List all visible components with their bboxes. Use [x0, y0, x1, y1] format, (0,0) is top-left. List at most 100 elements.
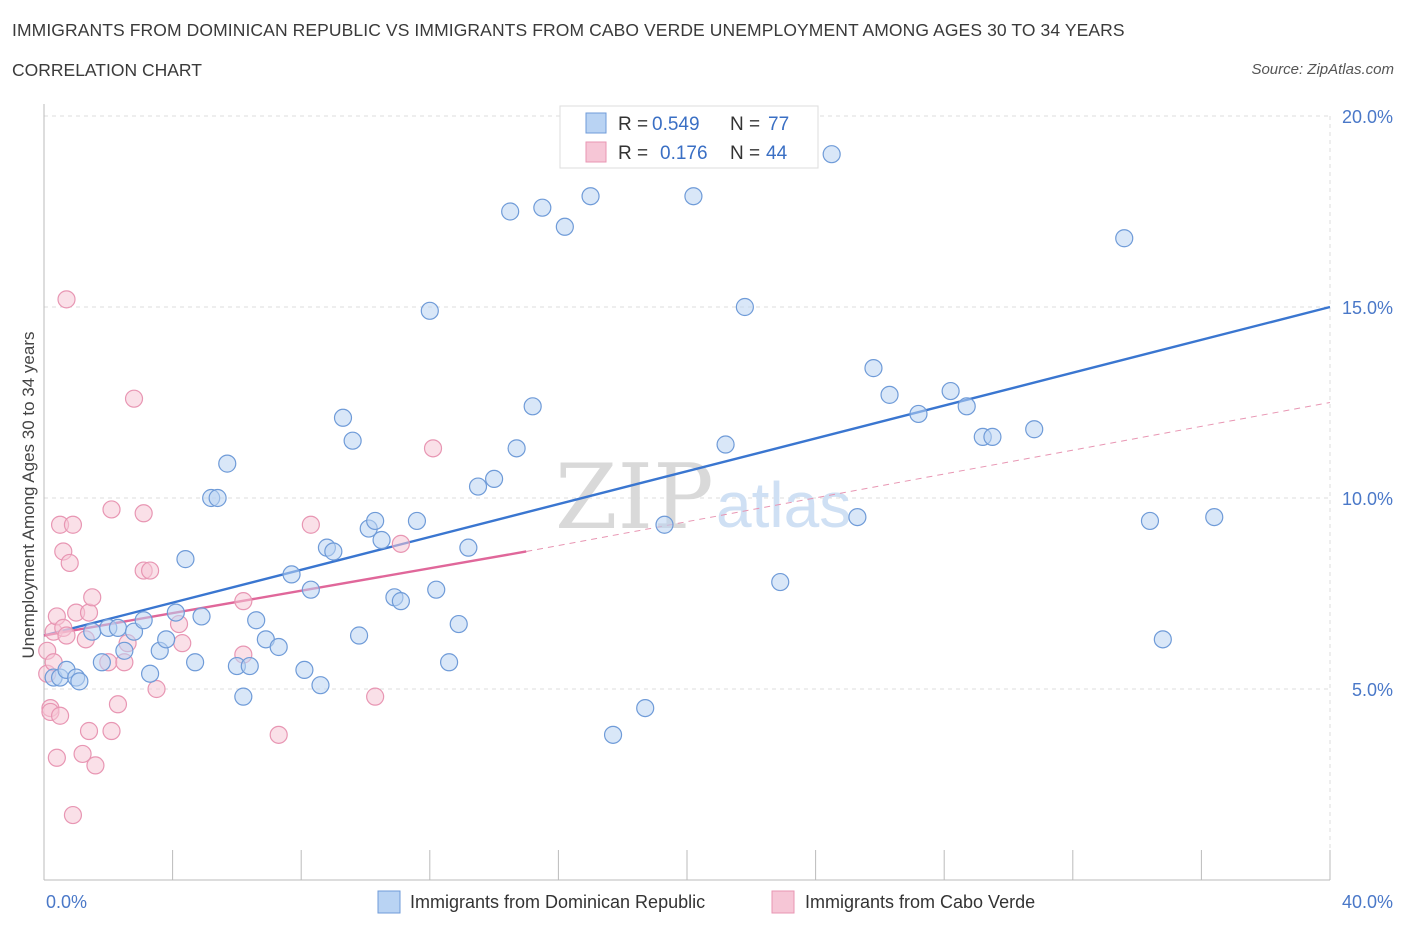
point-dominican-republic	[349, 626, 369, 645]
point-dominican-republic	[501, 202, 520, 221]
y-tick-label: 15.0%	[1342, 298, 1393, 318]
point-dominican-republic	[108, 618, 128, 637]
point-dominican-republic	[449, 614, 468, 634]
series-legend: Immigrants from Dominican Republic Immig…	[377, 890, 1035, 914]
legend-r-value-blue: 0.549	[652, 114, 700, 135]
point-dominican-republic	[234, 687, 253, 706]
stats-legend: R = 0.549 N = 77 R = 0.176 N = 44	[559, 105, 819, 169]
point-dominican-republic	[880, 385, 899, 404]
point-cabo-verde	[366, 687, 385, 706]
point-dominican-republic	[684, 187, 703, 206]
point-dominican-republic	[555, 217, 574, 236]
point-dominican-republic	[186, 653, 205, 672]
watermark-atlas: atlas	[716, 469, 851, 541]
point-cabo-verde	[423, 439, 443, 458]
series-legend-swatch-blue	[377, 890, 401, 914]
point-dominican-republic	[459, 538, 478, 557]
point-dominican-republic	[324, 542, 343, 561]
series-legend-label-blue: Immigrants from Dominican Republic	[410, 892, 705, 912]
point-dominican-republic	[366, 511, 385, 531]
point-dominican-republic	[909, 404, 928, 424]
point-dominican-republic	[115, 641, 134, 660]
data-points	[38, 145, 1224, 825]
point-dominican-republic	[533, 198, 552, 217]
point-cabo-verde	[108, 695, 128, 714]
point-cabo-verde	[60, 553, 79, 573]
point-cabo-verde	[124, 389, 144, 408]
point-cabo-verde	[147, 679, 166, 699]
point-cabo-verde	[57, 290, 76, 309]
point-dominican-republic	[166, 603, 185, 622]
point-dominican-republic	[134, 611, 153, 630]
tick-labels: 5.0% 10.0% 15.0% 20.0% 0.0% 40.0%	[46, 107, 1393, 912]
point-cabo-verde	[47, 748, 66, 767]
point-dominican-republic	[407, 511, 427, 531]
point-dominican-republic	[822, 145, 841, 164]
point-dominican-republic	[140, 664, 160, 683]
y-axis-label: Unemployment Among Ages 30 to 34 years	[19, 332, 38, 659]
point-dominican-republic	[507, 439, 526, 458]
point-cabo-verde	[173, 634, 192, 653]
point-cabo-verde	[140, 561, 160, 580]
point-dominican-republic	[941, 381, 960, 401]
point-dominican-republic	[523, 397, 542, 416]
point-cabo-verde	[63, 515, 83, 534]
source-label: Source: ZipAtlas.com	[1251, 61, 1394, 78]
legend-r-label-pink: R =	[618, 143, 648, 164]
point-dominican-republic	[391, 592, 410, 611]
legend-n-value-blue: 77	[768, 114, 789, 135]
point-cabo-verde	[391, 534, 410, 553]
point-cabo-verde	[57, 626, 76, 645]
watermark-zip: ZIP	[555, 445, 714, 550]
point-dominican-republic	[983, 427, 1002, 446]
point-dominican-republic	[70, 672, 89, 691]
point-cabo-verde	[86, 756, 105, 775]
trend-line-dominican-republic	[43, 305, 1331, 637]
point-cabo-verde	[83, 588, 102, 607]
point-cabo-verde	[234, 592, 253, 611]
chart-subtitle: CORRELATION CHART	[12, 60, 202, 80]
point-dominican-republic	[1025, 420, 1044, 439]
series-legend-label-pink: Immigrants from Cabo Verde	[805, 892, 1035, 912]
point-dominican-republic	[1115, 229, 1134, 248]
point-cabo-verde	[301, 515, 320, 534]
axes	[43, 104, 1331, 881]
point-dominican-republic	[269, 637, 288, 657]
point-cabo-verde	[63, 805, 83, 825]
point-dominican-republic	[957, 397, 976, 416]
point-dominican-republic	[240, 656, 259, 676]
point-dominican-republic	[655, 515, 674, 534]
point-dominican-republic	[192, 607, 211, 626]
point-dominican-republic	[427, 580, 446, 599]
y-tick-label: 5.0%	[1352, 680, 1393, 700]
point-cabo-verde	[134, 504, 153, 523]
legend-swatch-blue	[585, 112, 607, 134]
point-dominican-republic	[603, 725, 623, 744]
legend-r-label-blue: R =	[618, 114, 648, 135]
y-tick-label: 20.0%	[1342, 107, 1393, 127]
x-tick-label: 40.0%	[1342, 892, 1393, 912]
point-dominican-republic	[848, 507, 867, 527]
point-dominican-republic	[301, 580, 320, 599]
point-dominican-republic	[311, 676, 330, 695]
point-cabo-verde	[50, 706, 70, 725]
point-dominican-republic	[1205, 507, 1224, 527]
point-dominican-republic	[485, 469, 504, 488]
point-dominican-republic	[1153, 630, 1172, 649]
point-dominican-republic	[333, 408, 353, 427]
point-dominican-republic	[636, 698, 655, 718]
point-dominican-republic	[439, 653, 459, 672]
point-dominican-republic	[468, 477, 488, 496]
legend-r-value-pink: 0.176	[660, 143, 708, 164]
point-cabo-verde	[73, 744, 92, 764]
point-dominican-republic	[92, 653, 111, 672]
point-cabo-verde	[102, 721, 121, 741]
point-dominican-republic	[716, 435, 735, 454]
point-dominican-republic	[420, 301, 439, 320]
point-dominican-republic	[864, 359, 883, 378]
point-cabo-verde	[79, 603, 99, 622]
point-dominican-republic	[176, 550, 195, 569]
point-cabo-verde	[79, 721, 99, 741]
x-tick-label: 0.0%	[46, 892, 87, 912]
